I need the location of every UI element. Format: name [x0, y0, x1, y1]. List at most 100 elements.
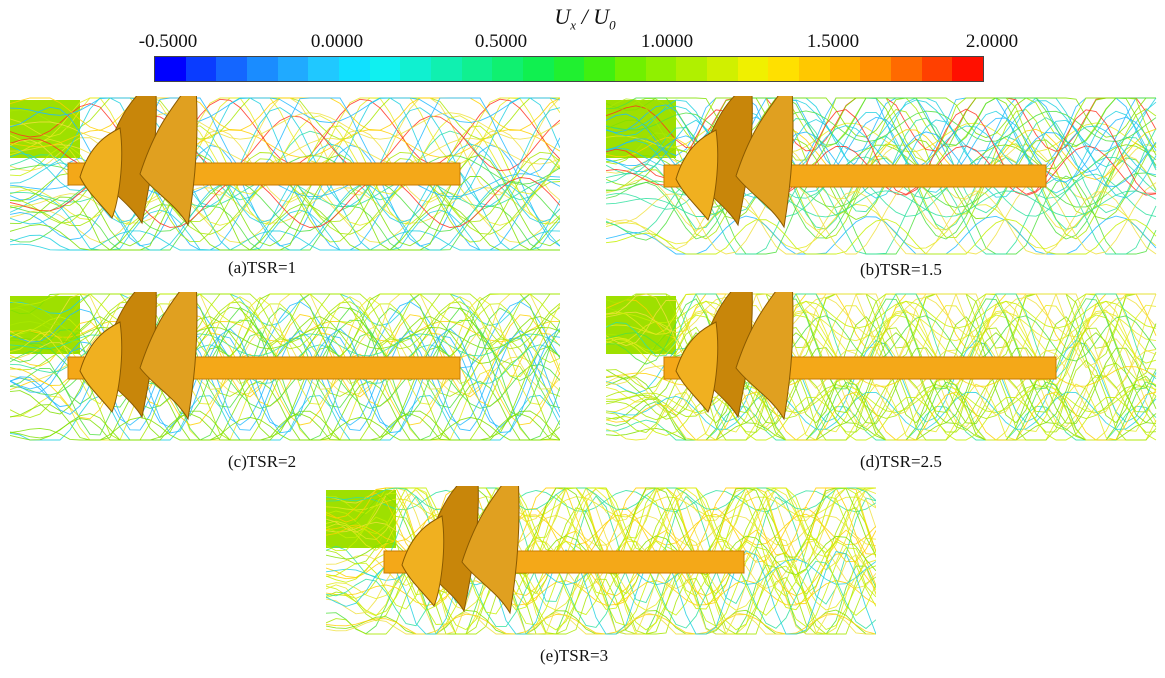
- streamline: [606, 314, 1157, 364]
- streamline: [10, 112, 560, 140]
- colorbar-swatch: [737, 57, 769, 81]
- streamline: [10, 154, 560, 247]
- streamline: [326, 493, 876, 598]
- colorbar-swatch: [277, 57, 309, 81]
- panel-tsr-2: [10, 292, 560, 442]
- colorbar-swatch: [799, 57, 830, 81]
- streamline: [326, 489, 876, 513]
- streamline-render: [606, 292, 1157, 441]
- streamline: [606, 142, 1157, 240]
- colorbar-swatch: [216, 57, 248, 81]
- streamline: [326, 540, 876, 612]
- turbine-blade: [675, 129, 719, 221]
- colorbar-swatch: [523, 57, 554, 81]
- streamline: [606, 99, 1157, 153]
- panel-tsr-1-5: [606, 96, 1158, 256]
- streamline: [606, 298, 1157, 390]
- turbine-blade: [79, 127, 123, 219]
- streamline: [10, 332, 560, 407]
- streamline: [10, 416, 560, 441]
- turbine-blade: [735, 292, 794, 421]
- streamline: [606, 97, 1156, 139]
- colorbar-tick: 2.0000: [965, 31, 1019, 52]
- streamline: [606, 309, 1157, 371]
- turbine-blade: [139, 292, 198, 421]
- streamline: [10, 204, 560, 251]
- caption-b: (b)TSR=1.5: [860, 260, 942, 279]
- caption-e: (e)TSR=3: [540, 646, 609, 665]
- colorbar-swatch: [584, 57, 616, 81]
- streamline: [326, 549, 876, 635]
- streamline: [326, 487, 876, 571]
- turbine-blade: [401, 515, 445, 607]
- streamline-render: [606, 96, 1157, 255]
- streamline: [606, 378, 1157, 441]
- colorbar-swatch: [707, 57, 738, 81]
- streamline: [606, 215, 1157, 255]
- colorbar-swatch: [860, 57, 892, 81]
- streamline: [606, 293, 1157, 380]
- caption-c: (c)TSR=2: [228, 452, 297, 471]
- colorbar-swatch: [339, 57, 370, 81]
- colorbar-ticks: -0.5000 0.0000 0.5000 1.0000 1.5000 2.00…: [120, 31, 1020, 55]
- streamline: [10, 98, 560, 165]
- streamline: [10, 97, 560, 124]
- streamline: [606, 97, 1157, 169]
- colorbar-swatch: [308, 57, 340, 81]
- streamline: [606, 118, 1157, 199]
- colorbar-swatch: [431, 57, 462, 81]
- streamline: [10, 128, 560, 158]
- colorbar-swatch: [155, 57, 186, 81]
- panel-tsr-3: [326, 486, 876, 636]
- colorbar-swatch: [400, 57, 432, 81]
- colorbar-swatch: [921, 57, 953, 81]
- streamline: [606, 391, 1157, 441]
- colorbar-swatch: [891, 57, 922, 81]
- streamline-render: [10, 96, 560, 251]
- streamline: [10, 331, 560, 441]
- streamline: [326, 487, 876, 511]
- colorbar-swatch: [829, 57, 861, 81]
- colorbar-swatch: [645, 57, 677, 81]
- colorbar-swatch: [369, 57, 401, 81]
- caption-a: (a)TSR=1: [228, 258, 297, 277]
- streamline: [606, 349, 1157, 416]
- streamline: [326, 487, 876, 564]
- streamline: [10, 293, 560, 345]
- colorbar-tick: 0.5000: [474, 31, 528, 52]
- caption-d: (d)TSR=2.5: [860, 452, 942, 471]
- turbine-blade: [675, 321, 719, 413]
- streamline: [10, 316, 560, 365]
- colorbar-tick: 0.0000: [310, 31, 364, 52]
- colorbar: [154, 56, 984, 82]
- colorbar-swatch: [952, 57, 984, 81]
- colorbar-swatch: [768, 57, 800, 81]
- colorbar-swatch: [553, 57, 585, 81]
- streamline-render: [326, 486, 876, 635]
- colorbar-tick: 1.0000: [640, 31, 694, 52]
- streamline: [326, 612, 876, 635]
- streamline: [326, 536, 876, 617]
- colorbar-swatch: [615, 57, 646, 81]
- turbine-blade: [461, 486, 520, 615]
- streamline: [606, 97, 1157, 168]
- streamline: [10, 143, 560, 224]
- streamline: [606, 190, 1157, 218]
- colorbar-swatch: [247, 57, 278, 81]
- colorbar-swatch: [185, 57, 217, 81]
- colorbar-tick: 1.5000: [806, 31, 860, 52]
- streamline: [326, 495, 876, 605]
- streamline: [606, 181, 1157, 255]
- streamline: [10, 205, 560, 251]
- streamline: [326, 496, 876, 518]
- streamline: [10, 293, 560, 327]
- streamline: [10, 97, 560, 200]
- turbine-blade: [139, 96, 198, 227]
- streamline: [606, 190, 1157, 255]
- streamline: [606, 311, 1157, 342]
- streamline: [10, 293, 560, 324]
- turbine-blade: [735, 96, 794, 229]
- colorbar-tick: -0.5000: [138, 31, 198, 52]
- colorbar-swatch: [492, 57, 524, 81]
- panel-tsr-1: [10, 96, 560, 252]
